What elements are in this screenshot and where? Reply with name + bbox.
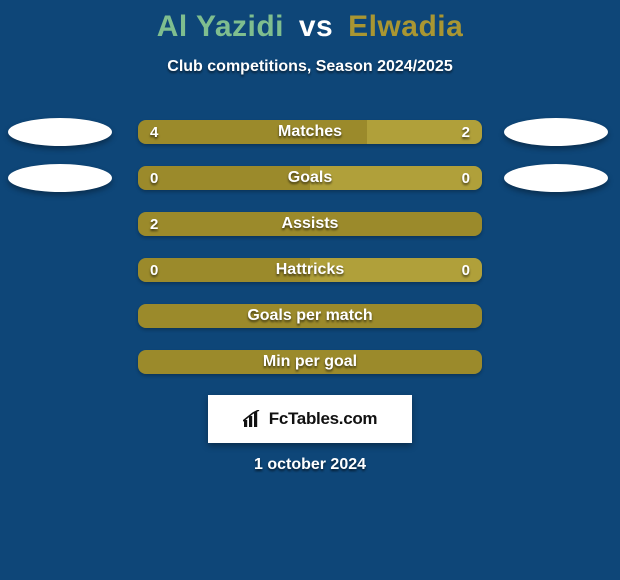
- bar-left-fill: [138, 350, 482, 374]
- stat-value-left: 0: [150, 166, 158, 190]
- stat-value-right: 0: [462, 166, 470, 190]
- stat-bar: Hattricks: [138, 258, 482, 282]
- stat-row: Hattricks0 0: [0, 250, 620, 296]
- stat-value-left: 0: [150, 258, 158, 282]
- bar-left-fill: [138, 212, 482, 236]
- chart-canvas: Al Yazidi vs Elwadia Club competitions, …: [0, 0, 620, 580]
- stat-value-left: 4: [150, 120, 158, 144]
- stat-row: Goals0 0: [0, 158, 620, 204]
- stat-value-right: 0: [462, 258, 470, 282]
- player2-name: Elwadia: [348, 10, 463, 43]
- stat-bar: Matches: [138, 120, 482, 144]
- team-badge-left: [8, 164, 112, 192]
- subtitle: Club competitions, Season 2024/2025: [0, 58, 620, 76]
- bar-left-fill: [138, 120, 367, 144]
- player1-name: Al Yazidi: [157, 10, 284, 43]
- chart-icon: [243, 410, 263, 428]
- page-title: Al Yazidi vs Elwadia: [0, 0, 620, 44]
- brand-box: FcTables.com: [208, 395, 412, 443]
- stat-bar: Goals: [138, 166, 482, 190]
- stat-value-right: 2: [462, 120, 470, 144]
- vs-separator: vs: [299, 10, 333, 43]
- bar-right-fill: [310, 166, 482, 190]
- team-badge-right: [504, 164, 608, 192]
- bar-right-fill: [310, 258, 482, 282]
- bar-left-fill: [138, 304, 482, 328]
- bar-left-fill: [138, 258, 310, 282]
- stat-row: Goals per match: [0, 296, 620, 342]
- team-badge-right: [504, 118, 608, 146]
- bar-left-fill: [138, 166, 310, 190]
- stat-value-left: 2: [150, 212, 158, 236]
- stat-row: Assists2: [0, 204, 620, 250]
- brand-text: FcTables.com: [269, 409, 378, 429]
- stats-rows: Matches42Goals00Assists2Hattricks00Goals…: [0, 112, 620, 388]
- stat-row: Min per goal: [0, 342, 620, 388]
- team-badge-left: [8, 118, 112, 146]
- stat-bar: Goals per match: [138, 304, 482, 328]
- stat-bar: Min per goal: [138, 350, 482, 374]
- stat-bar: Assists: [138, 212, 482, 236]
- stat-row: Matches4 2: [0, 112, 620, 158]
- date-text: 1 october 2024: [0, 456, 620, 474]
